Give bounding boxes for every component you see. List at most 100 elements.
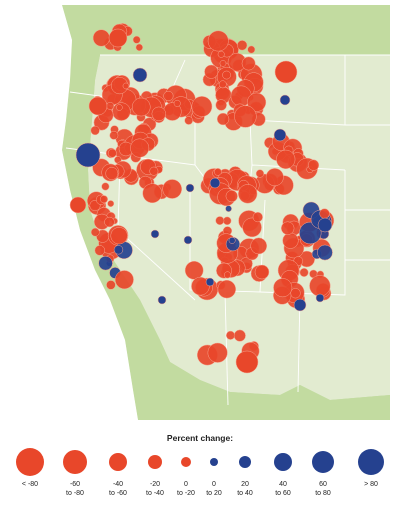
legend-label: 0: [212, 481, 216, 488]
site-bubble: [273, 128, 287, 142]
site-bubble: [90, 227, 100, 237]
legend-label: to 60: [275, 490, 291, 497]
site-bubble: [299, 268, 309, 277]
legend-label: to -40: [146, 490, 164, 497]
site-bubble: [233, 329, 246, 342]
site-bubble: [255, 169, 265, 178]
site-bubble: [207, 30, 229, 52]
legend-swatch: [358, 449, 384, 475]
legend-label: to 40: [237, 490, 253, 497]
site-bubble: [162, 179, 182, 199]
site-bubble: [228, 237, 236, 244]
site-bubble: [130, 138, 150, 158]
legend-swatch: [148, 455, 162, 469]
site-bubble: [216, 112, 230, 126]
site-bubble: [109, 130, 119, 140]
site-bubble: [214, 168, 222, 176]
site-bubble: [104, 216, 115, 228]
site-bubble: [215, 216, 225, 226]
site-bubble: [113, 245, 124, 255]
site-bubble: [88, 96, 108, 116]
site-bubble: [274, 60, 298, 84]
site-bubble: [280, 221, 295, 235]
legend-label: -60: [70, 481, 80, 488]
legend-swatch: [16, 448, 44, 476]
site-bubble: [254, 264, 270, 280]
site-bubble: [273, 278, 293, 298]
site-bubble: [307, 159, 320, 171]
site-bubble: [250, 237, 268, 255]
site-bubble: [183, 235, 193, 245]
site-bubble: [205, 277, 215, 287]
site-bubble: [247, 92, 267, 112]
site-bubble: [238, 184, 258, 204]
site-bubble: [319, 208, 330, 219]
site-bubble: [191, 96, 213, 117]
site-bubble: [131, 97, 151, 117]
site-bubble: [215, 99, 227, 111]
site-bubble: [309, 275, 331, 297]
site-bubble: [135, 43, 143, 52]
site-bubble: [122, 82, 130, 90]
site-bubble: [225, 190, 238, 203]
west-coast-land: [62, 5, 390, 420]
legend-label: to 80: [315, 490, 331, 497]
site-bubble: [276, 149, 296, 169]
legend-swatch: [312, 451, 334, 473]
legend-label: to -80: [66, 490, 84, 497]
legend-label: 20: [241, 481, 249, 488]
site-bubble: [185, 183, 195, 193]
legend-label: > 80: [364, 481, 378, 488]
legend-label: to -60: [109, 490, 127, 497]
legend-swatch: [109, 453, 127, 471]
site-bubble: [106, 101, 115, 110]
legend-title: Percent change:: [167, 433, 233, 443]
site-bubble: [114, 270, 134, 290]
site-bubble: [151, 106, 166, 122]
site-bubble: [217, 50, 225, 58]
site-bubble: [157, 295, 167, 305]
site-bubble: [90, 125, 100, 136]
site-bubble: [98, 255, 113, 271]
ocean-coast: [62, 5, 138, 420]
site-bubble: [207, 342, 228, 363]
legend-label: 0: [184, 481, 188, 488]
site-bubble: [75, 142, 101, 168]
site-bubble: [105, 167, 119, 180]
site-bubble: [149, 166, 159, 176]
legend-label: < -80: [22, 481, 38, 488]
ocean: [10, 5, 62, 420]
site-bubbles: [69, 23, 335, 374]
site-bubble: [204, 64, 219, 79]
site-bubble: [218, 80, 227, 89]
legend: < -80 -60 to -80 -40 to -60 -20 to -40 0 to -20 0…: [16, 448, 384, 497]
site-bubble: [279, 94, 291, 106]
site-bubble: [290, 288, 301, 299]
legend-label: to -20: [177, 490, 195, 497]
site-bubble: [132, 35, 141, 44]
site-bubble: [252, 212, 263, 223]
site-bubble: [282, 232, 299, 249]
site-bubble: [226, 330, 235, 340]
site-bubble: [107, 200, 115, 207]
site-bubble: [217, 279, 236, 299]
site-bubble: [92, 29, 110, 47]
legend-label: -40: [113, 481, 123, 488]
site-bubble: [184, 116, 193, 125]
site-bubble: [222, 216, 232, 226]
site-bubble: [235, 350, 259, 374]
site-bubble: [234, 105, 257, 128]
site-bubble: [225, 205, 232, 212]
legend-label: to 20: [206, 490, 222, 497]
site-bubble: [223, 271, 231, 279]
legend-swatch: [274, 453, 292, 471]
site-bubble: [106, 280, 116, 290]
legend-swatch: [63, 450, 87, 474]
site-bubble: [242, 217, 262, 238]
legend-label: -20: [150, 481, 160, 488]
site-bubble: [69, 196, 87, 214]
legend-swatch: [210, 458, 218, 466]
site-bubble: [110, 227, 128, 245]
site-bubble: [184, 261, 204, 280]
